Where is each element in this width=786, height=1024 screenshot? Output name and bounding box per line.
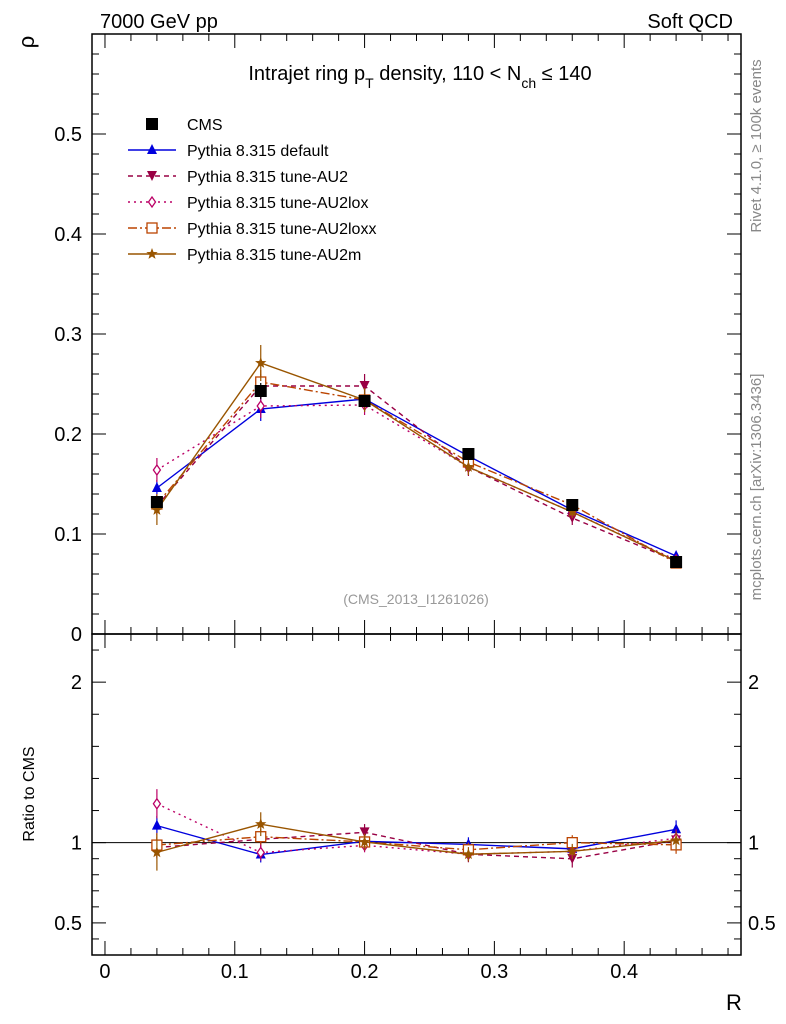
legend-label-cms: CMS xyxy=(187,117,223,134)
ratio-series-au2lox xyxy=(152,789,681,862)
series-cms xyxy=(150,383,683,568)
series-line-au2 xyxy=(156,385,677,562)
y-tick-label: 0.3 xyxy=(54,324,82,346)
legend-item-au2m: Pythia 8.315 tune-AU2m xyxy=(128,247,361,264)
series-line-au2loxx xyxy=(156,381,677,564)
ratio-point-au2 xyxy=(359,827,370,838)
point-cms xyxy=(358,395,371,407)
point-au2lox xyxy=(256,399,266,413)
ratio-point-au2m xyxy=(462,848,475,860)
point-cms xyxy=(670,556,683,568)
legend-marker-au2loxx xyxy=(146,222,158,234)
ratio-tick-label-right: 1 xyxy=(748,833,759,855)
legend-label-au2lox: Pythia 8.315 tune-AU2lox xyxy=(187,195,368,212)
analysis-label: (CMS_2013_I1261026) xyxy=(343,591,489,607)
legend-marker-au2m xyxy=(146,248,158,259)
series-au2 xyxy=(151,374,682,566)
series-default xyxy=(151,389,682,560)
series-line-default xyxy=(156,398,677,557)
series-au2loxx xyxy=(151,370,682,569)
point-au2lox xyxy=(152,463,162,477)
ratio-y-axis-label: Ratio to CMS xyxy=(21,746,38,841)
legend-item-default: Pythia 8.315 default xyxy=(128,143,329,160)
ratio-tick-label-right: 2 xyxy=(748,672,759,694)
legend-label-au2m: Pythia 8.315 tune-AU2m xyxy=(187,247,361,264)
x-tick-label: 0.2 xyxy=(351,961,379,983)
point-au2m xyxy=(151,504,163,515)
ratio-point-au2m xyxy=(255,818,267,830)
legend-marker-au2lox xyxy=(147,195,157,209)
header-left: 7000 GeV pp xyxy=(100,11,218,33)
series-au2m xyxy=(151,345,682,566)
legend-marker-default xyxy=(147,144,157,154)
ratio-tick-label: 0.5 xyxy=(54,913,82,935)
point-cms xyxy=(462,448,475,460)
point-au2 xyxy=(359,381,370,391)
legend-marker-cms xyxy=(146,118,158,130)
legend-label-au2loxx: Pythia 8.315 tune-AU2loxx xyxy=(187,221,376,238)
ratio-line-au2m xyxy=(156,823,677,855)
y-tick-label: 0.2 xyxy=(54,424,82,446)
legend-marker-au2 xyxy=(147,171,157,181)
legend-item-cms: CMS xyxy=(146,117,223,134)
ratio-point-au2lox xyxy=(152,797,162,810)
ratio-line-au2loxx xyxy=(156,836,677,851)
ratio-tick-label: 1 xyxy=(71,833,82,855)
x-tick-label: 0.3 xyxy=(480,961,508,983)
y-tick-label: 0.4 xyxy=(54,224,82,246)
ratio-series-au2m xyxy=(151,812,682,871)
ratio-point-au2lox xyxy=(256,846,266,859)
x-tick-label: 0 xyxy=(99,961,110,983)
y-tick-label: 0.5 xyxy=(54,124,82,146)
point-cms xyxy=(254,385,267,397)
ratio-line-au2 xyxy=(156,831,677,860)
legend-item-au2: Pythia 8.315 tune-AU2 xyxy=(128,169,348,186)
rivet-version-label: Rivet 4.1.0, ≥ 100k events xyxy=(748,59,765,232)
legend-item-au2loxx: Pythia 8.315 tune-AU2loxx xyxy=(128,221,376,238)
ratio-point-au2m xyxy=(566,845,578,857)
point-default xyxy=(151,482,162,492)
ratio-point-au2m xyxy=(670,834,682,846)
point-cms xyxy=(150,496,163,508)
ratio-tick-label: 2 xyxy=(71,672,82,694)
x-tick-label: 0.1 xyxy=(221,961,249,983)
point-cms xyxy=(566,499,579,511)
legend-label-default: Pythia 8.315 default xyxy=(187,143,329,160)
x-tick-label: 0.4 xyxy=(610,961,638,983)
series-line-au2m xyxy=(156,362,677,562)
legend-label-au2: Pythia 8.315 tune-AU2 xyxy=(187,169,348,186)
ratio-point-default xyxy=(671,823,682,834)
legend-item-au2lox: Pythia 8.315 tune-AU2lox xyxy=(128,195,368,212)
x-axis-label: R xyxy=(726,990,742,1015)
mcplots-label: mcplots.cern.ch [arXiv:1306.3436] xyxy=(748,374,765,601)
y-tick-label: 0 xyxy=(71,624,82,646)
y-tick-label: 0.1 xyxy=(54,524,82,546)
ratio-tick-label-right: 0.5 xyxy=(748,913,776,935)
header-right: Soft QCD xyxy=(647,11,733,33)
series-au2lox xyxy=(152,394,681,567)
ratio-point-au2m xyxy=(151,846,163,858)
y-axis-label: ρ xyxy=(14,36,39,49)
ratio-plot-frame xyxy=(91,633,742,956)
point-au2m xyxy=(462,461,475,472)
point-au2m xyxy=(255,357,267,368)
ratio-point-default xyxy=(151,819,162,830)
point-au2m xyxy=(566,506,578,517)
ratio-point-au2m xyxy=(358,835,371,847)
plot-title: Intrajet ring pT density, 110 < Nch ≤ 14… xyxy=(248,63,591,91)
